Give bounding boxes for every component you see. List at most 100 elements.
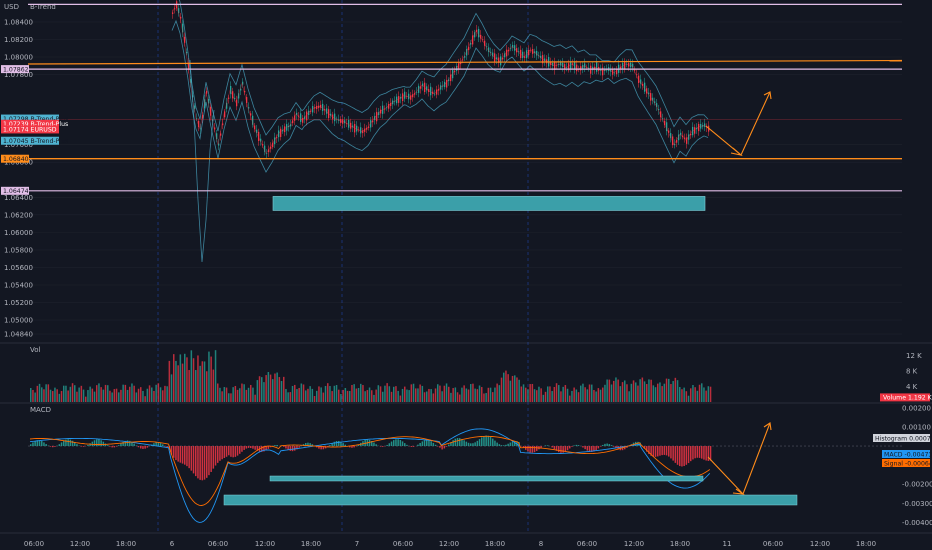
macd-zone-box: [223, 494, 798, 506]
volume-bar: [382, 391, 384, 402]
macd-tick-label: 0.00200: [902, 404, 931, 412]
macd-histogram-bar: [170, 446, 173, 455]
volume-bar: [511, 375, 514, 402]
volume-bar: [498, 385, 501, 402]
macd-histogram-bar: [43, 442, 45, 447]
candle-body: [534, 51, 536, 54]
macd-histogram-bar: [694, 446, 696, 459]
volume-bar: [294, 384, 296, 402]
macd-histogram-bar: [547, 445, 549, 447]
volume-bar: [327, 383, 329, 402]
volume-bar: [243, 384, 245, 402]
candle-body: [698, 123, 700, 132]
volume-bar: [648, 379, 650, 402]
volume-bar: [93, 391, 96, 402]
price-badge-text: 1.07298 B-Trend-Plus: [3, 116, 68, 123]
candle-body: [372, 120, 374, 123]
candle-body: [468, 46, 470, 51]
candle-body: [504, 53, 506, 58]
volume-bar: [496, 383, 498, 402]
volume-bar: [168, 360, 171, 402]
volume-bar: [111, 392, 113, 402]
time-axis-label: 06:00: [577, 540, 597, 548]
macd-histogram-bar: [593, 446, 595, 452]
candle-body: [632, 63, 634, 68]
macd-histogram-bar: [212, 446, 215, 469]
candle-body: [366, 127, 368, 130]
macd-histogram-bar: [522, 446, 525, 449]
price-tick-label: 1.08400: [4, 18, 33, 26]
volume-bar: [276, 372, 278, 402]
candle-body: [554, 62, 556, 70]
volume-bar: [179, 354, 182, 402]
macd-histogram-bar: [474, 442, 476, 447]
volume-bar: [450, 392, 452, 402]
macd-histogram-bar: [340, 441, 342, 447]
volume-bar: [122, 384, 124, 402]
price-badge-text: 1.07174 EURUSD: [3, 127, 57, 134]
candle-body: [488, 47, 490, 53]
volume-bar: [474, 388, 476, 402]
macd-histogram-bar: [610, 445, 613, 447]
candle-body: [378, 112, 380, 115]
volume-bar: [217, 383, 219, 402]
candle-body: [368, 126, 370, 128]
volume-bar: [643, 381, 646, 402]
candle-body: [348, 119, 350, 128]
volume-bar: [38, 383, 41, 402]
candle-body: [218, 143, 220, 146]
volume-bar: [432, 393, 435, 402]
volume-bar: [133, 385, 135, 402]
macd-histogram-bar: [470, 443, 472, 447]
macd-line: [29, 428, 711, 523]
price-badge: [1, 125, 59, 134]
volume-badge: [880, 393, 930, 402]
candle-body: [250, 113, 252, 116]
volume-pane[interactable]: [30, 350, 712, 402]
volume-bar: [459, 394, 461, 402]
candle-body: [616, 68, 618, 75]
volume-bar: [437, 384, 439, 402]
candle-body: [216, 133, 218, 140]
candle-body: [230, 86, 232, 94]
macd-histogram-bar: [208, 446, 210, 476]
macd-histogram-bar: [368, 439, 371, 447]
macd-histogram-bar: [210, 446, 212, 472]
candle-body: [540, 55, 542, 58]
candle-body: [684, 137, 686, 140]
macd-histogram-bar: [551, 446, 553, 448]
volume-bar: [309, 386, 311, 402]
macd-histogram-bar: [267, 446, 270, 449]
macd-histogram-bar: [287, 446, 289, 450]
macd-histogram-bar: [333, 441, 336, 447]
volume-bar: [274, 373, 276, 402]
price-badge: [1, 65, 29, 74]
volume-bar: [674, 377, 677, 402]
volume-bar: [597, 388, 600, 402]
macd-histogram-bar: [575, 444, 578, 447]
macd-histogram-bar: [195, 446, 197, 477]
candle-body: [482, 39, 484, 40]
macd-histogram-bar: [654, 446, 657, 457]
macd-histogram-bar: [338, 440, 340, 447]
candle-body: [270, 146, 272, 149]
volume-bar: [591, 384, 593, 402]
volume-bar: [672, 381, 674, 402]
price-tick-label: 1.05200: [4, 299, 33, 307]
candle-body: [672, 136, 674, 146]
macd-histogram-bar: [564, 446, 567, 452]
candle-body: [470, 42, 472, 45]
macd-histogram-bar: [252, 446, 254, 449]
volume-bar: [170, 374, 173, 402]
price-pane[interactable]: [27, 0, 903, 263]
volume-bar: [67, 390, 69, 402]
candle-body: [232, 91, 234, 99]
volume-badge-text: Volume 1.192 K: [883, 395, 932, 402]
volume-bar: [296, 389, 298, 402]
macd-pane[interactable]: [28, 422, 902, 523]
candle-body: [704, 123, 706, 127]
volume-bar: [461, 387, 463, 402]
candle-body: [182, 23, 184, 33]
volume-bar: [212, 369, 215, 402]
